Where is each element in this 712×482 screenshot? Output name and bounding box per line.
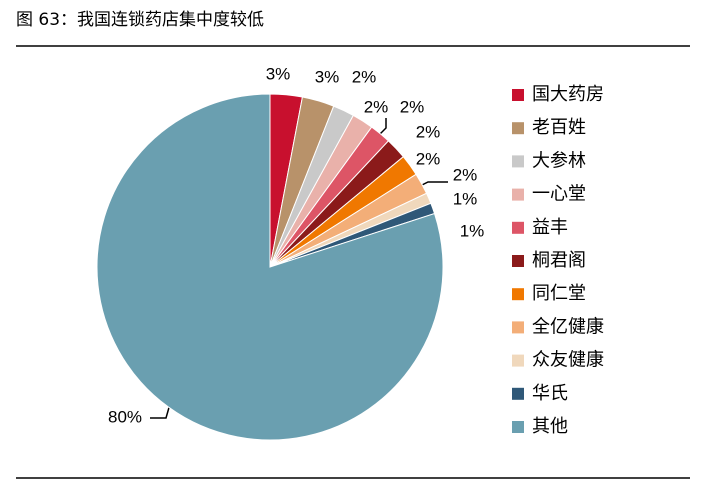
data-label: 2% [453,165,478,184]
legend-label: 华氏 [532,383,568,404]
legend-swatch [512,155,524,168]
legend-swatch [512,122,524,135]
legend-swatch [512,421,524,433]
data-label: 2% [352,67,377,86]
pie-slice [96,93,444,441]
leader-line [419,181,448,187]
data-label: 80% [108,407,142,426]
leader-line [379,118,387,135]
legend-swatch [512,354,524,367]
legend-swatch [512,321,524,334]
legend-label: 同仁堂 [532,283,586,304]
data-label: 1% [460,221,485,240]
data-label: 3% [315,67,340,86]
legend-swatch [512,288,524,301]
legend-swatch [512,255,524,267]
legend-swatch [512,188,524,201]
legend-swatch [512,387,524,400]
legend-label: 大参林 [532,150,586,171]
data-label: 1% [453,189,478,208]
data-label: 2% [416,149,441,168]
data-label: 3% [266,64,291,83]
legend-swatch [512,89,524,101]
legend-label: 一心堂 [532,184,586,205]
data-label: 2% [416,122,441,141]
legend-swatch [512,221,524,234]
legend-label: 其他 [532,416,568,437]
legend-label: 全亿健康 [532,316,604,337]
legend-label: 国大药房 [532,84,604,105]
leader-line [150,403,171,419]
legend-label: 益丰 [532,217,568,238]
data-label: 2% [400,97,425,116]
legend-label: 老百姓 [532,117,586,138]
legend-label: 众友健康 [532,350,604,371]
chart-title: 图 63：我国连锁药店集中度较低 [16,10,264,30]
legend-label: 桐君阁 [532,250,586,271]
data-label: 2% [364,97,389,116]
